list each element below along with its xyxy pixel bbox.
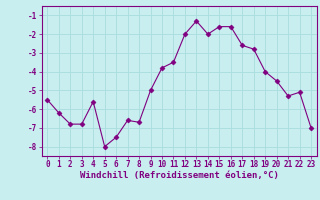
X-axis label: Windchill (Refroidissement éolien,°C): Windchill (Refroidissement éolien,°C) — [80, 171, 279, 180]
